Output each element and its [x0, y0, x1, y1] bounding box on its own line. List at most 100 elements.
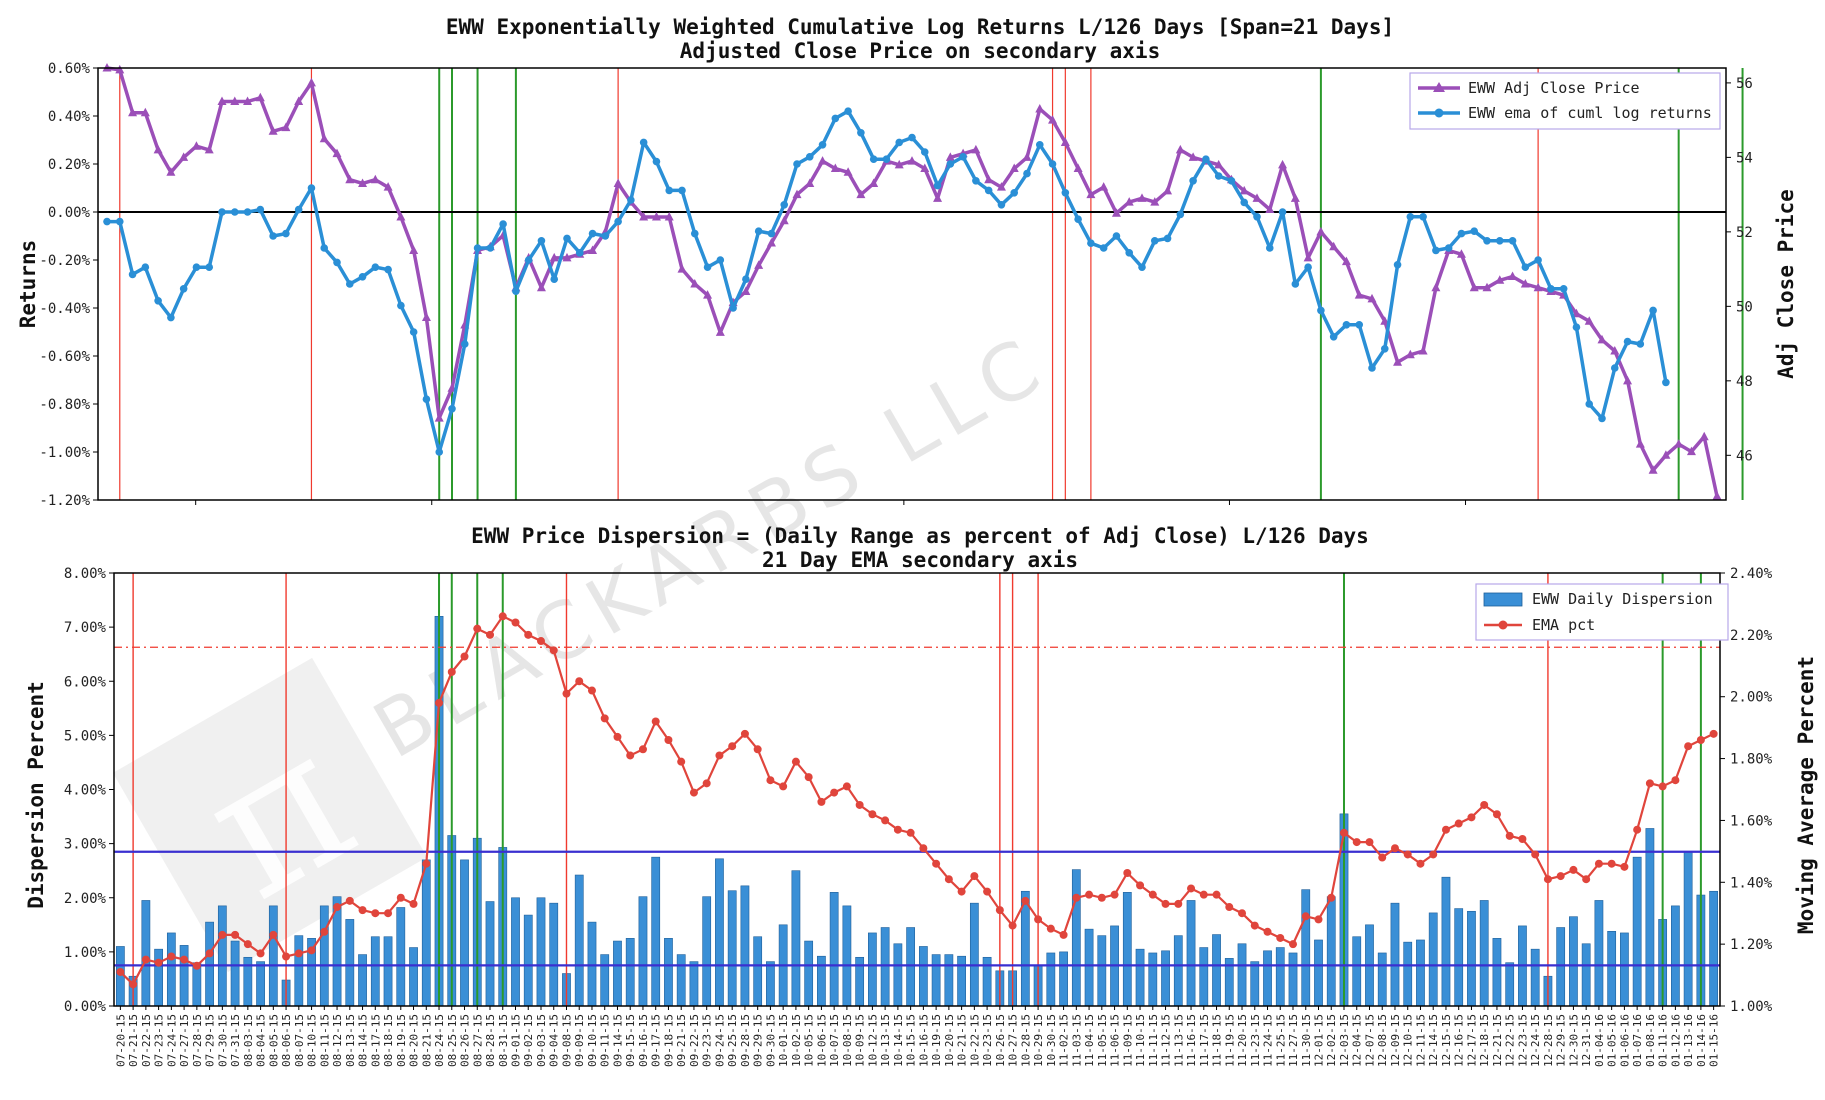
ema-returns-point — [1483, 237, 1491, 245]
ema-returns-point — [320, 244, 329, 252]
ema-pct-point — [664, 736, 673, 745]
ema-returns-point — [1112, 232, 1121, 240]
ema-pct-point — [855, 800, 864, 809]
dispersion-bar — [727, 890, 737, 1007]
adj-close-point — [1252, 193, 1262, 202]
ema-pct-point — [1199, 890, 1208, 899]
ema-returns-point — [243, 208, 252, 216]
dispersion-bar — [906, 927, 916, 1007]
ema-returns-point — [678, 186, 686, 195]
ema-returns-point — [780, 201, 789, 209]
x-tick-label: 08-05-15 — [267, 1014, 280, 1067]
adj-close-point — [1533, 282, 1543, 292]
ema-returns-point — [1495, 237, 1504, 245]
ema-returns-point — [294, 205, 303, 214]
ema-pct-point — [205, 949, 214, 958]
adj-close-point — [1431, 282, 1441, 292]
adj-close-point — [1597, 334, 1607, 344]
x-tick-label: 11-27-15 — [1287, 1014, 1300, 1067]
dispersion-bar — [1530, 948, 1540, 1007]
x-tick-label: 11-19-15 — [1223, 1014, 1236, 1067]
y-right-tick-label: 50 — [1736, 299, 1753, 315]
ema-pct-point — [906, 828, 915, 837]
dispersion-bar — [1275, 947, 1285, 1007]
adj-close-point — [268, 126, 278, 135]
adj-close-point — [1073, 163, 1083, 173]
x-tick-label: 10-28-15 — [1019, 1014, 1032, 1067]
legend-label-daily-dispersion: EWW Daily Dispersion — [1532, 590, 1713, 608]
x-tick-label: 01-14-16 — [1695, 1014, 1708, 1067]
ema-returns-point — [716, 256, 725, 264]
ema-pct-point — [167, 952, 176, 961]
ema-pct-point — [1429, 850, 1438, 859]
ema-returns-point — [1163, 234, 1172, 243]
ema-pct-point — [1187, 884, 1196, 893]
ema-returns-point — [1559, 285, 1568, 293]
x-tick-label: 12-07-15 — [1364, 1014, 1377, 1067]
ema-pct-point — [1225, 903, 1234, 912]
dispersion-bar — [141, 900, 151, 1007]
ema-returns-point — [1023, 169, 1031, 178]
ema-returns-point — [512, 287, 520, 296]
x-tick-label: 09-11-15 — [599, 1014, 612, 1067]
y-tick-label: 5.00% — [64, 728, 107, 744]
ema-pct-point — [753, 745, 762, 754]
ema-pct-point — [536, 637, 545, 646]
ema-pct-point — [677, 757, 686, 766]
ema-pct-point — [294, 949, 303, 958]
ema-pct-point — [243, 940, 252, 949]
dispersion-bar — [638, 896, 648, 1007]
x-tick-label: 12-21-15 — [1491, 1014, 1504, 1067]
dispersion-bar — [1492, 938, 1502, 1007]
adj-close-point — [562, 252, 572, 262]
ema-pct-point — [830, 788, 839, 797]
adj-close-point — [1405, 349, 1415, 359]
dispersion-bar — [969, 902, 979, 1007]
dispersion-bar — [1352, 936, 1362, 1007]
adj-close-point — [1418, 346, 1428, 355]
ema-pct-point — [613, 732, 622, 741]
adj-close-point — [1508, 271, 1518, 281]
x-tick-label: 01-11-16 — [1657, 1014, 1670, 1067]
x-tick-label: 08-27-15 — [471, 1014, 484, 1067]
ema-returns-point — [1355, 321, 1364, 329]
ema-returns-point — [1610, 364, 1619, 372]
adj-close-point — [945, 152, 955, 161]
x-tick-label: 12-22-15 — [1504, 1014, 1517, 1067]
x-tick-label: 09-18-15 — [663, 1014, 676, 1067]
ema-pct-point — [282, 952, 291, 961]
adj-close-point — [1341, 256, 1351, 266]
dispersion-bar — [625, 938, 635, 1007]
y-right-tick-label: 46 — [1736, 448, 1753, 464]
ema-returns-point — [192, 263, 201, 272]
ema-returns-point — [1291, 280, 1300, 288]
ema-pct-point — [358, 906, 367, 915]
ema-pct-point — [511, 618, 520, 627]
x-tick-label: 07-28-15 — [191, 1014, 204, 1067]
y-tick-label: -0.80% — [39, 397, 90, 413]
ema-returns-point — [422, 395, 431, 404]
ema-pct-point — [1467, 813, 1476, 822]
x-tick-label: 10-09-15 — [854, 1014, 867, 1067]
dispersion-bar — [1620, 932, 1629, 1007]
dispersion-bar — [256, 961, 265, 1007]
ema-returns-point — [384, 265, 392, 274]
dispersion-bar — [1390, 902, 1400, 1007]
adj-close-point — [217, 96, 227, 106]
ema-returns-point — [1521, 263, 1530, 272]
dispersion-bar — [460, 859, 469, 1007]
x-tick-label: 12-09-15 — [1389, 1014, 1402, 1067]
dispersion-bar — [957, 955, 966, 1007]
x-tick-label: 07-24-15 — [165, 1014, 178, 1067]
adj-close-point — [319, 133, 329, 143]
ema-returns-point — [409, 328, 418, 336]
ema-returns-point — [627, 196, 635, 204]
ema-returns-point — [103, 217, 111, 226]
ema-returns-point — [333, 258, 341, 267]
y-tick-label: 8.00% — [64, 566, 107, 582]
y-tick-label: -0.20% — [39, 253, 90, 269]
dispersion-bar — [1683, 851, 1693, 1007]
adj-close-point — [1060, 137, 1070, 146]
y-right-tick-label: 52 — [1736, 225, 1753, 241]
